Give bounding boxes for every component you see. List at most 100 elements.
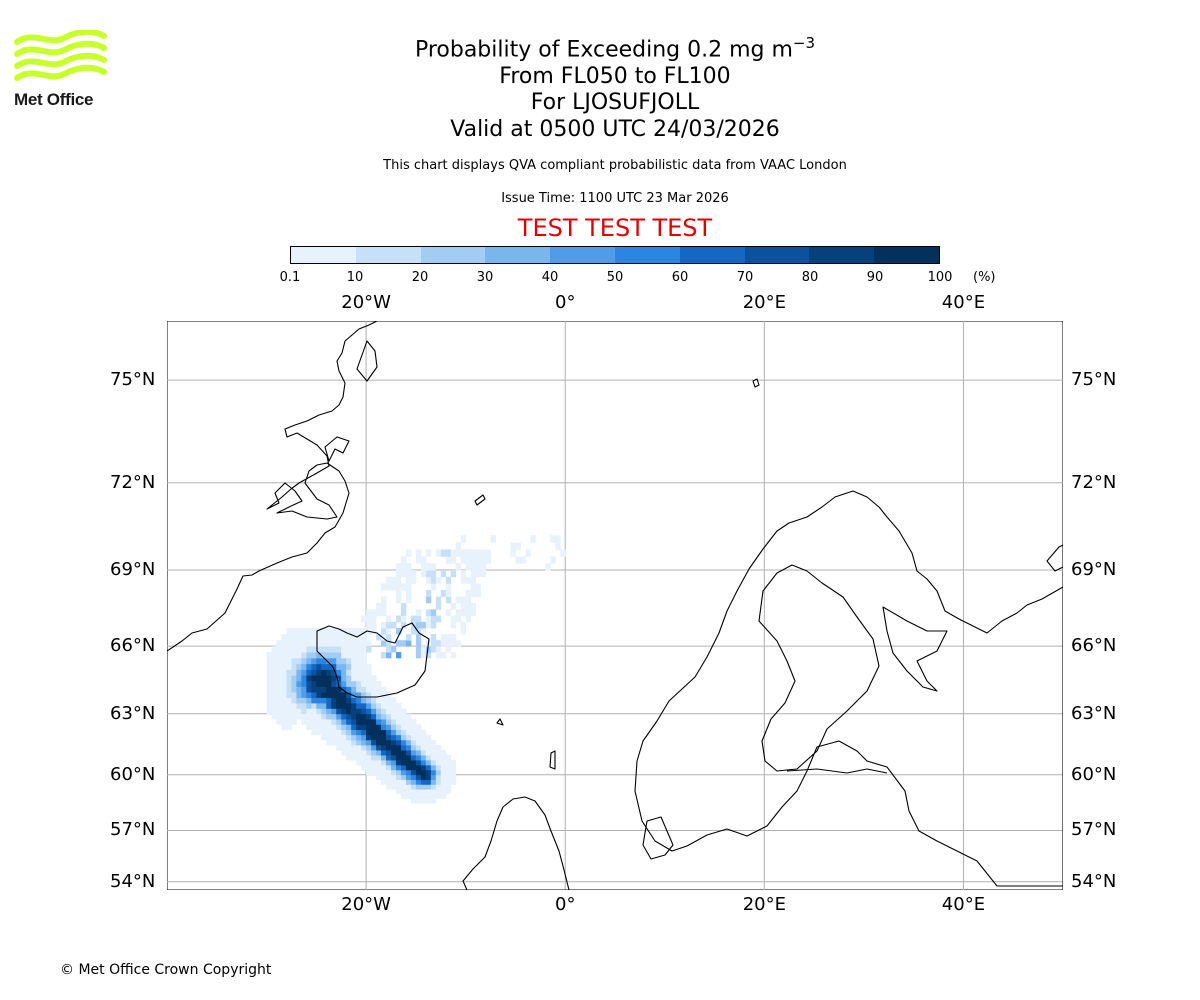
probability-cell [346, 739, 352, 746]
probability-cell [371, 628, 377, 635]
probability-cell [376, 750, 382, 756]
probability-cell [450, 779, 457, 785]
probability-cell [445, 556, 452, 564]
probability-cell [326, 646, 332, 653]
probability-cell [306, 634, 312, 641]
probability-cell [395, 640, 402, 647]
probability-cell [366, 719, 372, 725]
probability-cell [351, 640, 357, 647]
probability-cell [440, 769, 447, 776]
probability-cell [336, 702, 342, 709]
probability-cell [415, 744, 422, 751]
probability-cell [425, 744, 432, 751]
colorbar-bin-6 [679, 247, 745, 263]
probability-cell [410, 784, 417, 790]
probability-cell [395, 769, 402, 776]
probability-cell [425, 609, 432, 616]
probability-cell [381, 719, 387, 725]
probability-cell [415, 556, 422, 564]
map-panel [167, 321, 1063, 890]
probability-cell [395, 590, 402, 597]
probability-cell [465, 609, 472, 616]
probability-cell [306, 702, 312, 709]
probability-cell [465, 556, 472, 564]
probability-cell [465, 576, 472, 584]
probability-cell [391, 713, 397, 720]
longitude-label-top: 0° [554, 292, 576, 313]
probability-cell [430, 739, 437, 746]
probability-cell [291, 657, 297, 665]
probability-cell [281, 640, 287, 647]
probability-cell [425, 734, 432, 741]
probability-cell [346, 657, 352, 665]
probability-cell [445, 609, 452, 616]
probability-cell [386, 779, 392, 785]
probability-cell [395, 652, 402, 659]
scandinavia-coast [634, 490, 1063, 887]
probability-cell [291, 680, 297, 687]
probability-cell [321, 719, 327, 725]
probability-cell [386, 744, 392, 751]
probability-cell [366, 724, 372, 730]
colorbar-tick-label: 60 [671, 270, 689, 285]
probability-cell [341, 697, 347, 704]
probability-cell [376, 734, 382, 741]
probability-cell [351, 702, 357, 709]
probability-cell [395, 628, 402, 635]
probability-cell [381, 702, 387, 709]
probability-cell [336, 640, 342, 647]
probability-cell [361, 764, 367, 771]
probability-cell [395, 750, 402, 756]
probability-cell [361, 657, 367, 665]
probability-cell [450, 570, 457, 578]
probability-cell [475, 583, 481, 591]
probability-cell [336, 692, 342, 698]
issue-time: Issue Time: 1100 UTC 23 Mar 2026 [501, 191, 729, 206]
probability-cell [351, 669, 357, 676]
colorbar-tick-label: 70 [736, 270, 754, 285]
probability-cell [391, 708, 397, 715]
probability-cell [351, 739, 357, 746]
gulf-of-finland [786, 768, 888, 774]
probability-cell [356, 692, 362, 698]
probability-cell [361, 615, 367, 623]
colorbar-bin-4 [550, 247, 615, 263]
probability-cell [415, 640, 422, 647]
probability-cell [351, 750, 357, 756]
volcano-name: For LJOSUFJOLL [530, 90, 700, 115]
probability-cell [366, 663, 372, 670]
probability-cell [276, 675, 282, 682]
probability-cell [400, 621, 407, 629]
probability-cell [435, 764, 442, 771]
probability-cell [420, 769, 427, 776]
probability-cell [430, 764, 437, 771]
probability-cell [430, 621, 437, 629]
probability-cell [425, 774, 432, 780]
probability-cell [361, 697, 367, 704]
probability-cell [281, 686, 287, 693]
probability-cell [405, 774, 412, 780]
probability-cell [475, 563, 481, 571]
probability-cell [510, 549, 516, 557]
probability-cell [336, 663, 342, 670]
probability-cell [321, 669, 327, 676]
probability-cell [336, 708, 342, 715]
probability-cell [341, 729, 347, 736]
probability-cell [311, 692, 317, 698]
probability-cell [400, 755, 407, 761]
probability-cell [306, 713, 312, 720]
probability-cell [331, 675, 337, 682]
probability-cell [351, 628, 357, 635]
probability-cell [415, 764, 422, 771]
probability-cell [336, 652, 342, 659]
probability-cell [286, 640, 292, 647]
probability-cell [321, 628, 327, 635]
test-banner: TEST TEST TEST [517, 214, 713, 242]
probability-cell [405, 634, 412, 641]
probability-cell [405, 583, 412, 591]
probability-cell [405, 769, 412, 776]
probability-cell [460, 576, 467, 584]
probability-cell [321, 686, 327, 693]
probability-cell [321, 713, 327, 720]
probability-cell [405, 779, 412, 785]
